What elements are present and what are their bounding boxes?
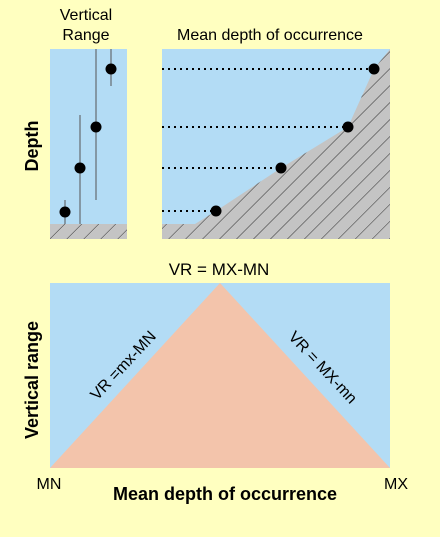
mean-depth-panel [162,49,390,239]
x-min-label: MN [37,476,62,493]
mean-depth-title: Mean depth of occurrence [177,27,363,44]
triangle-panel [50,283,390,468]
mean-marker-1 [368,63,380,75]
vertical-range-panel [50,49,127,239]
feasible-triangle [50,283,390,468]
vertical-range-title-line2: Range [62,27,109,44]
vertical-range-axis-label: Vertical range [22,321,42,439]
mean-depth-axis-label: Mean depth of occurrence [113,484,337,504]
mean-depth-substrate [162,49,390,239]
mean-marker-4 [210,205,222,217]
mean-marker-2 [342,121,354,133]
vertical-range-substrate [50,224,127,239]
range-marker-4 [105,63,117,75]
vertical-range-title-line1: Vertical [60,7,112,24]
apex-label: VR = MX-MN [169,260,270,279]
depth-axis-label: Depth [22,121,42,172]
x-max-label: MX [384,476,408,493]
range-marker-1 [59,206,71,218]
mean-marker-3 [275,162,287,174]
range-marker-2 [74,162,86,174]
range-marker-3 [90,121,102,133]
